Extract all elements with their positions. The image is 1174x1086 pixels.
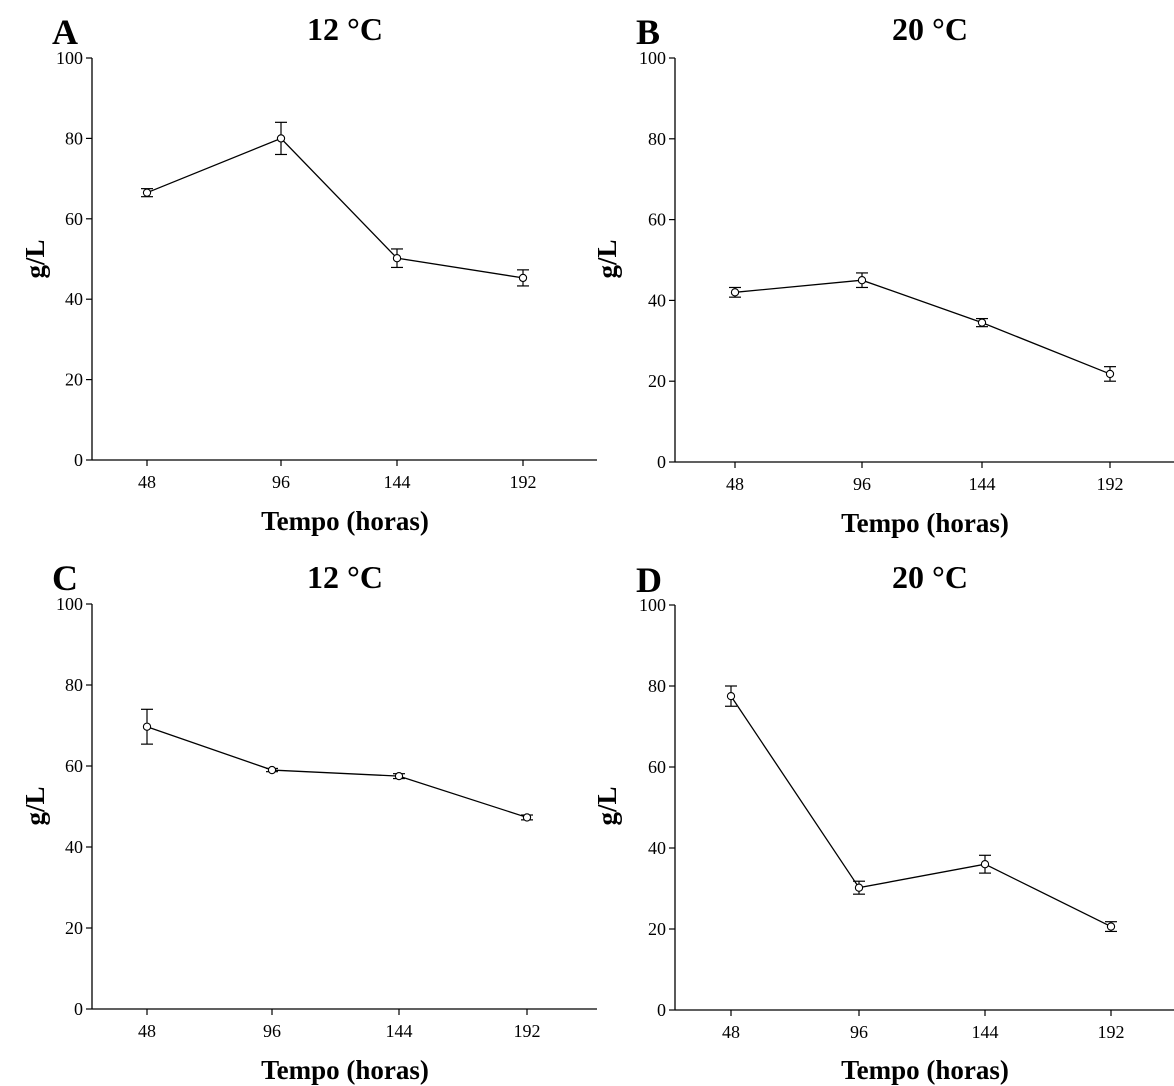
data-point <box>726 691 736 701</box>
y-tick-label: 20 <box>648 919 666 939</box>
y-tick-label: 20 <box>648 371 666 391</box>
y-tick-label: 40 <box>648 838 666 858</box>
y-tick-label: 0 <box>657 452 666 472</box>
x-tick-label: 48 <box>138 1021 156 1041</box>
chart-panel-d: D 20 °C 0 20 40 60 80 100 48 96 144 192 Tempo (horas… <box>592 559 1174 1085</box>
x-tick-label: 48 <box>722 1022 740 1042</box>
chart-title: 20 °C <box>892 11 968 47</box>
y-axis-label: g/L <box>20 239 50 278</box>
y-tick-label: 80 <box>65 675 83 695</box>
y-tick-label: 20 <box>65 370 83 390</box>
x-tick-label: 144 <box>386 1021 413 1041</box>
data-point <box>1106 922 1116 931</box>
chart-title: 20 °C <box>892 559 968 595</box>
y-tick-label: 100 <box>56 594 83 614</box>
data-point <box>857 276 867 285</box>
x-tick-label: 192 <box>510 472 537 492</box>
chart-panel-c: C 12 °C 0 20 40 60 80 100 48 96 144 192 Tempo (horas… <box>20 558 597 1085</box>
x-tick-label: 96 <box>853 474 871 494</box>
y-tick-label: 40 <box>65 289 83 309</box>
data-point <box>977 318 987 327</box>
x-tick-label: 192 <box>514 1021 541 1041</box>
x-tick-label: 144 <box>384 472 411 492</box>
chart-title: 12 °C <box>307 559 383 595</box>
series-line <box>146 726 528 819</box>
x-axis-label: Tempo (horas) <box>261 506 429 536</box>
chart-title: 12 °C <box>307 11 383 47</box>
data-point <box>522 813 532 822</box>
x-tick-label: 48 <box>138 472 156 492</box>
x-tick-label: 96 <box>272 472 290 492</box>
y-tick-label: 0 <box>74 999 83 1019</box>
x-axis-label: Tempo (horas) <box>841 1055 1009 1085</box>
panel-letter: B <box>636 12 660 52</box>
y-tick-label: 100 <box>56 48 83 68</box>
x-axis-label: Tempo (horas) <box>841 508 1009 538</box>
y-axis-label: g/L <box>20 786 50 825</box>
panel-letter: A <box>52 12 78 52</box>
x-tick-label: 144 <box>969 474 996 494</box>
data-point <box>142 722 152 731</box>
data-point <box>980 860 990 869</box>
y-tick-label: 80 <box>65 128 83 148</box>
y-axis-label: g/L <box>592 786 622 825</box>
chart-panel-b: B 20 °C 0 20 40 60 80 100 48 96 144 192 Tempo (horas… <box>592 11 1174 538</box>
series-line <box>146 137 524 279</box>
series-line <box>734 279 1111 375</box>
y-tick-label: 80 <box>648 676 666 696</box>
x-axis-label: Tempo (horas) <box>261 1055 429 1085</box>
data-point <box>1105 369 1115 379</box>
x-tick-label: 192 <box>1098 1022 1125 1042</box>
y-tick-label: 40 <box>65 837 83 857</box>
y-tick-label: 0 <box>657 1000 666 1020</box>
y-tick-label: 60 <box>65 209 83 229</box>
x-tick-label: 48 <box>726 474 744 494</box>
x-tick-label: 144 <box>972 1022 999 1042</box>
data-point <box>267 765 277 775</box>
panel-letter: D <box>636 560 662 600</box>
panel-letter: C <box>52 558 78 598</box>
data-point <box>276 134 286 143</box>
data-point <box>730 288 740 297</box>
y-tick-label: 60 <box>65 756 83 776</box>
y-tick-label: 60 <box>648 757 666 777</box>
series-line <box>730 695 1112 928</box>
data-point <box>394 771 404 781</box>
y-tick-label: 40 <box>648 290 666 310</box>
chart-panel-a: A 12 °C 0 20 40 60 80 100 48 96 144 192 Tempo (horas… <box>20 11 597 536</box>
y-tick-label: 80 <box>648 129 666 149</box>
data-point <box>518 273 528 283</box>
y-tick-label: 0 <box>74 450 83 470</box>
data-point <box>142 188 152 197</box>
x-tick-label: 96 <box>263 1021 281 1041</box>
y-tick-label: 60 <box>648 210 666 230</box>
y-axis-label: g/L <box>592 239 622 278</box>
y-tick-label: 20 <box>65 918 83 938</box>
y-tick-label: 100 <box>639 48 666 68</box>
data-point <box>854 883 864 892</box>
data-point <box>392 254 402 263</box>
y-tick-label: 100 <box>639 595 666 615</box>
x-tick-label: 96 <box>850 1022 868 1042</box>
x-tick-label: 192 <box>1097 474 1124 494</box>
